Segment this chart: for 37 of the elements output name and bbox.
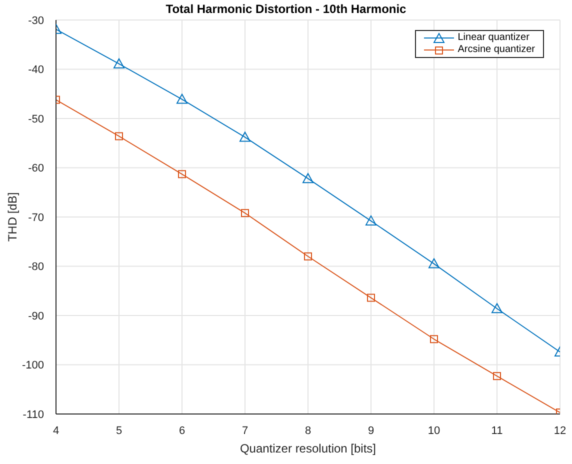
- point: [428, 258, 440, 268]
- point: [492, 303, 502, 314]
- chart-title: Total Harmonic Distortion - 10th Harmonic: [164, 2, 408, 16]
- point: [493, 372, 501, 380]
- x-tick-label: 8: [304, 424, 312, 437]
- y-tick-label: -40: [28, 64, 44, 76]
- y-tick-label: -70: [28, 212, 44, 224]
- point: [367, 294, 375, 302]
- legend-label: Linear quantizer: [458, 32, 530, 44]
- point: [176, 94, 188, 104]
- x-tick-label: 9: [368, 424, 374, 437]
- y-tick-label: -60: [28, 162, 44, 175]
- y-tick-label: -80: [28, 261, 44, 274]
- point: [240, 132, 250, 142]
- legend-label: Arcsine quantizer: [458, 44, 535, 56]
- x-tick-label: 7: [242, 424, 248, 437]
- point: [114, 58, 124, 68]
- point: [115, 132, 123, 140]
- x-tick-label: 12: [554, 424, 566, 437]
- x-tick-label: 6: [178, 424, 186, 437]
- y-tick-label: -50: [28, 113, 44, 126]
- y-tick-label: -90: [28, 310, 44, 322]
- point: [241, 209, 249, 218]
- x-tick-label: 10: [428, 424, 440, 437]
- point: [178, 170, 186, 178]
- y-tick-label: -30: [28, 14, 44, 27]
- y-tick-label: -110: [22, 408, 44, 421]
- x-tick-label: 4: [52, 424, 60, 437]
- point: [302, 173, 314, 184]
- point: [366, 215, 376, 226]
- y-axis-title: THD [dB]: [5, 192, 20, 242]
- x-axis-title: Quantizer resolution [bits]: [240, 442, 376, 456]
- x-tick-label: 11: [491, 424, 503, 437]
- point: [430, 335, 438, 344]
- y-tick-label: -100: [22, 360, 44, 372]
- point: [304, 252, 312, 260]
- x-tick-label: 5: [116, 424, 122, 437]
